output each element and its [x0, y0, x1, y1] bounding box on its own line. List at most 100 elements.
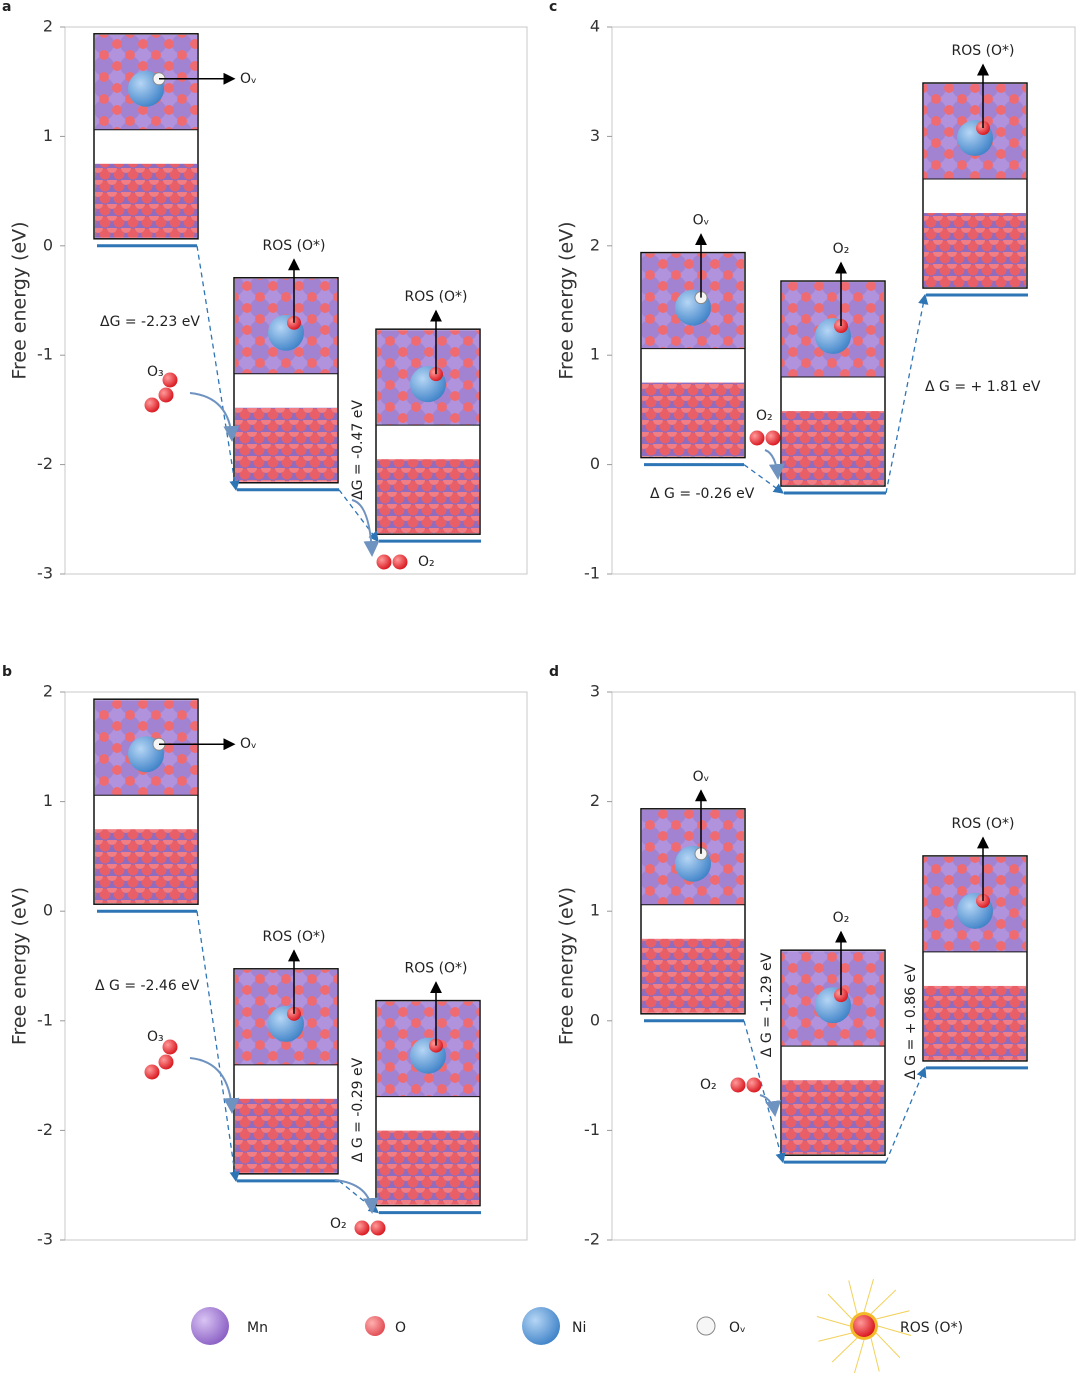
side-view [377, 1130, 479, 1205]
structure: Oᵥ [640, 213, 746, 459]
oxygen-atom [354, 1220, 370, 1236]
tag-label: ROS (O*) [951, 43, 1014, 59]
ros-ray [816, 1315, 851, 1327]
ros-ray [827, 1293, 853, 1320]
y-tick-label: 4 [590, 17, 600, 36]
y-tick-label: -3 [37, 1230, 53, 1249]
y-axis-label: Free energy (eV) [556, 221, 578, 379]
y-tick-label: 1 [43, 126, 53, 145]
side-view [642, 382, 744, 457]
molecule-label: O₃ [147, 1029, 164, 1045]
panel-label: d [549, 664, 559, 680]
tag-label: ROS (O*) [404, 289, 467, 305]
ros-ray [831, 1337, 858, 1363]
side-view [924, 213, 1026, 288]
delta-g-label: Δ G = -2.46 eV [95, 978, 200, 994]
structure: ROS (O*) [233, 238, 339, 484]
molecule-arrow [189, 392, 240, 442]
ros-ray [870, 1338, 880, 1372]
connector [743, 464, 785, 494]
tag-label: Oᵥ [240, 736, 257, 752]
y-tick-label: 2 [590, 791, 600, 810]
legend-label: Mn [247, 1320, 268, 1336]
tag-label: ROS (O*) [951, 816, 1014, 832]
y-tick-label: 3 [590, 126, 600, 145]
structure: Oᵥ [93, 33, 257, 240]
ros-ray [853, 1339, 865, 1374]
structure: Oᵥ [93, 698, 257, 905]
tag-label: Oᵥ [693, 213, 710, 229]
oxygen-atom [158, 1054, 174, 1070]
y-tick-label: 1 [590, 345, 600, 364]
y-tick-label: -2 [37, 454, 53, 473]
side-view [235, 1098, 337, 1173]
legend-label: O [395, 1320, 406, 1336]
y-tick-label: 2 [43, 682, 53, 701]
connector [196, 911, 240, 1183]
ros-ray [863, 1278, 875, 1313]
panel-label: a [2, 0, 11, 15]
panel-label: c [549, 0, 557, 15]
side-view [924, 985, 1026, 1060]
oxygen-atom [162, 372, 178, 388]
ros-ray [875, 1332, 901, 1359]
plot-frame [611, 26, 1076, 575]
oxygen-atom [158, 387, 174, 403]
y-tick-label: 0 [590, 1010, 600, 1029]
molecule-arrow [351, 499, 380, 557]
oxygen-atom [376, 554, 392, 570]
oxygen-atom [730, 1077, 746, 1093]
oxygen-atom [370, 1220, 386, 1236]
delta-g-label: Δ G = -0.26 eV [650, 486, 755, 502]
y-axis-label: Free energy (eV) [556, 887, 578, 1045]
legend-label: Oᵥ [729, 1320, 746, 1336]
molecule-arrow [189, 1057, 240, 1114]
tag-label: O₂ [833, 910, 850, 926]
oxygen-atom [746, 1077, 762, 1093]
delta-g-label: ΔG = -0.47 eV [350, 400, 366, 500]
plot-frame [64, 26, 528, 575]
y-tick-label: -1 [584, 1120, 600, 1139]
side-view [782, 1080, 884, 1155]
panel-label: b [2, 664, 12, 680]
oxygen-atom [144, 1064, 160, 1080]
molecule-arrow [334, 1179, 379, 1214]
oxygen-atom [144, 397, 160, 413]
side-view [377, 459, 479, 534]
side-view [642, 938, 744, 1013]
legend-label: Ni [572, 1320, 586, 1336]
oxygen-atom [392, 554, 408, 570]
structure: O₂ [780, 910, 886, 1156]
delta-g-label: Δ G = + 0.86 eV [903, 964, 919, 1080]
y-tick-label: -1 [37, 345, 53, 364]
structure: Oᵥ [640, 769, 746, 1015]
oxygen-atom [749, 430, 765, 446]
y-tick-label: -2 [37, 1120, 53, 1139]
ros-ray [876, 1310, 910, 1320]
oxygen-atom [162, 1039, 178, 1055]
connector [338, 489, 379, 543]
y-tick-label: 0 [590, 454, 600, 473]
y-tick-label: 3 [590, 682, 600, 701]
oxygen-atom [765, 430, 781, 446]
structure: ROS (O*) [375, 961, 481, 1207]
plot-frame [64, 691, 528, 1241]
legend-marker [522, 1307, 560, 1345]
ros-ray [848, 1280, 858, 1314]
y-tick-label: 2 [43, 17, 53, 36]
connector [885, 1066, 927, 1163]
delta-g-label: ΔG = -2.23 eV [100, 314, 200, 330]
y-axis-label: Free energy (eV) [9, 221, 31, 379]
connector [885, 293, 929, 494]
tag-label: Oᵥ [693, 769, 710, 785]
tag-label: Oᵥ [240, 71, 257, 87]
delta-g-label: Δ G = + 1.81 eV [925, 379, 1041, 395]
tag-label: ROS (O*) [262, 929, 325, 945]
molecule-label: O₂ [418, 554, 435, 570]
molecule-arrow [759, 1094, 782, 1117]
structure: ROS (O*) [922, 816, 1028, 1062]
tag-label: ROS (O*) [404, 961, 467, 977]
ros-ray [870, 1289, 897, 1315]
side-view [235, 407, 337, 482]
y-tick-label: 0 [43, 235, 53, 254]
